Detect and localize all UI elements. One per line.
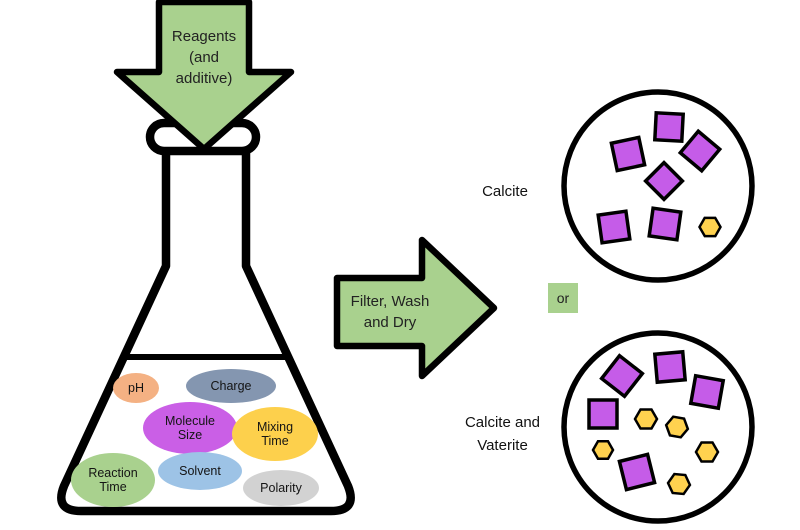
calcite-crystal-icon <box>652 110 686 144</box>
flask-outline <box>57 150 355 516</box>
calcite-crystal-icon <box>688 373 726 411</box>
down-arrow-icon <box>113 0 295 153</box>
calcite-crystal-icon <box>596 209 632 245</box>
calcite-crystal-icon <box>609 135 647 173</box>
vaterite-crystal-icon <box>591 440 615 460</box>
calcite-crystal-icon <box>587 398 619 430</box>
vaterite-crystal-icon <box>694 441 720 463</box>
calcite-crystal-icon <box>652 349 688 385</box>
calcite-crystal-icon <box>643 160 685 202</box>
calcite-crystals-group <box>596 110 723 245</box>
vaterite-crystal-icon <box>666 472 692 496</box>
vaterite-crystal-icon <box>698 216 722 238</box>
vaterite-crystal-icon <box>664 415 690 439</box>
vaterite-crystal-icon <box>633 408 659 430</box>
calcite-crystal-icon <box>647 206 683 242</box>
calcite-crystal-icon <box>617 452 657 492</box>
calcite-crystal-icon <box>677 128 723 174</box>
calcite-crystal-icon <box>599 353 645 399</box>
right-arrow-icon <box>333 236 498 380</box>
calcite-vaterite-crystals-group <box>587 349 726 496</box>
